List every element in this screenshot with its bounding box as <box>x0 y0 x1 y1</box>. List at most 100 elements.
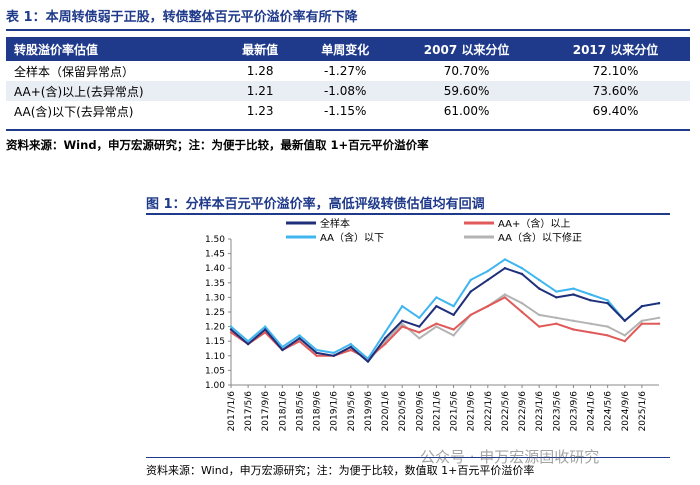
data-point <box>555 290 558 293</box>
data-point <box>503 258 507 261</box>
y-tick-label: 1.15 <box>205 337 225 347</box>
data-point <box>469 290 472 293</box>
table-cell: -1.08% <box>298 81 393 101</box>
data-point <box>589 293 592 296</box>
table-cell: 全样本（保留异常点） <box>14 64 135 79</box>
series-line <box>230 267 660 363</box>
y-tick-label: 1.40 <box>205 264 225 274</box>
table-row: AA(含)以下(去异常点) 1.23 -1.15% 61.00% 69.40% <box>6 101 690 121</box>
data-point <box>246 340 250 343</box>
data-point <box>435 296 438 299</box>
x-tick-label: 2020/1/6 <box>381 391 391 432</box>
figure-bottom-rule <box>146 457 670 458</box>
header-cell: 单周变化 <box>298 37 393 61</box>
x-tick-label: 2020/9/6 <box>415 391 425 432</box>
data-point <box>332 351 335 355</box>
table-row: AA+(含)以上(去异常点) 1.21 -1.08% 59.60% 73.60% <box>6 81 690 101</box>
data-point <box>538 287 541 290</box>
table-title: 表 1：本周转债弱于正股，转债整体百元平价溢价率有所下降 <box>6 10 358 25</box>
data-point <box>538 325 541 328</box>
data-point <box>657 322 661 325</box>
y-tick-label: 1.30 <box>205 293 225 303</box>
x-tick-label: 2024/5/6 <box>604 391 614 432</box>
x-tick-label: 2024/9/6 <box>621 391 631 432</box>
table-header-row: 转股溢价率估值 最新值 单周变化 2007 以来分位 2017 以来分位 <box>6 37 690 61</box>
data-point <box>418 331 421 334</box>
y-tick-label: 1.20 <box>205 323 225 333</box>
watermark-text: 公众号 · 申万宏源固收研究 <box>420 448 600 466</box>
data-point <box>503 296 507 299</box>
x-tick-label: 2018/1/6 <box>278 391 288 432</box>
table-cell: AA+(含)以上(去异常点) <box>6 81 222 101</box>
premium-line-chart: 1.50 1.45 1.40 1.35 1.30 1.25 1.20 1.15 1.10 1.05… <box>205 217 661 432</box>
x-tick-label: 2019/5/6 <box>347 391 357 432</box>
data-point <box>555 322 558 325</box>
data-point <box>435 322 438 325</box>
table-source-note: 资料来源：Wind，申万宏源研究；注：为便于比较，最新值取 1+百元平价溢价率 <box>6 138 429 152</box>
data-point <box>315 348 318 352</box>
data-point <box>657 316 661 319</box>
data-point <box>435 305 438 308</box>
x-tick-label: 2017/1/6 <box>227 391 237 432</box>
x-tick-label: 2019/1/6 <box>330 391 340 432</box>
legend-label: 全样本 <box>320 217 350 230</box>
data-point <box>401 325 404 328</box>
data-point <box>418 316 421 319</box>
table-title-rule <box>6 29 690 31</box>
data-point <box>349 348 352 352</box>
data-point <box>538 278 541 282</box>
data-point <box>264 331 267 334</box>
data-point <box>486 305 489 308</box>
x-tick-label: 2023/1/6 <box>535 391 545 432</box>
data-point <box>640 319 644 322</box>
data-point <box>315 351 318 355</box>
data-point <box>538 313 541 317</box>
data-point <box>606 299 609 302</box>
x-tick-label: 2018/9/6 <box>313 391 323 432</box>
data-point <box>589 299 592 302</box>
legend-label: AA（含）以下 <box>320 231 384 244</box>
y-tick-label: 1.05 <box>205 366 225 376</box>
header-cell: 转股溢价率估值 <box>6 37 222 61</box>
header-cell: 最新值 <box>222 37 299 61</box>
data-point <box>589 331 592 334</box>
data-point <box>503 267 507 270</box>
data-point <box>606 334 609 337</box>
data-point <box>606 325 609 328</box>
data-point <box>349 345 352 349</box>
data-point <box>401 319 404 322</box>
x-tick-label: 2023/5/6 <box>552 391 562 432</box>
series-line <box>230 296 659 360</box>
data-point <box>572 287 575 290</box>
data-point <box>469 313 472 317</box>
table-cell: 1.23 <box>246 104 274 118</box>
table-cell: AA(含)以下(去异常点) <box>14 104 134 119</box>
data-point <box>383 342 387 346</box>
data-point <box>401 305 404 308</box>
data-point <box>315 354 318 357</box>
data-point <box>281 345 284 349</box>
data-point <box>486 269 489 273</box>
x-tick-label: 2021/9/6 <box>467 391 477 432</box>
data-point <box>572 328 575 331</box>
x-tick-label: 2022/5/6 <box>501 391 511 432</box>
y-tick-label: 1.10 <box>205 352 225 362</box>
data-point <box>623 334 626 337</box>
data-point <box>486 278 489 282</box>
table-cell: 1.28 <box>246 64 274 78</box>
x-tick-label: 2020/5/6 <box>398 391 408 432</box>
table-bottom-rule <box>6 129 690 131</box>
data-point <box>469 278 472 282</box>
data-point <box>572 319 575 322</box>
y-tick-label: 1.35 <box>205 279 225 289</box>
data-point <box>229 328 233 331</box>
figure-title-rule <box>146 213 670 215</box>
x-tick-label: 2022/9/6 <box>518 391 528 432</box>
y-tick-label: 1.25 <box>205 308 225 318</box>
data-point <box>640 305 644 308</box>
data-point <box>452 305 455 308</box>
header-cell: 2017 以来分位 <box>541 37 690 61</box>
data-point <box>264 328 267 331</box>
x-tick-label: 2021/1/6 <box>432 391 442 432</box>
table-cell: 69.40% <box>592 104 639 118</box>
